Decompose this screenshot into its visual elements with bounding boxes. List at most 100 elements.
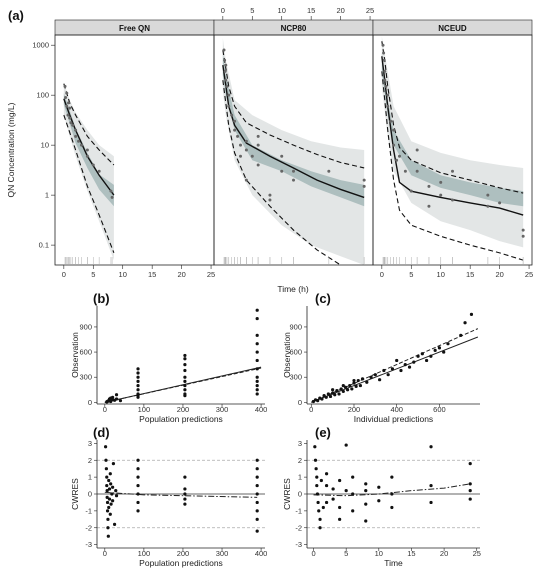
- data-point: [429, 354, 433, 358]
- observation-point: [244, 178, 248, 182]
- facet-frame: [372, 34, 533, 266]
- observation-point: [227, 93, 231, 97]
- data-point: [339, 387, 343, 391]
- observation-point: [451, 198, 454, 202]
- observation-point: [67, 101, 71, 105]
- observation-point: [362, 184, 366, 188]
- x-tick-label: 15: [307, 6, 315, 15]
- observation-point: [239, 154, 242, 158]
- data-point: [183, 502, 187, 506]
- data-point: [136, 509, 140, 513]
- y-axis-label: CWRES: [282, 478, 292, 510]
- y-tick-label: 0: [88, 490, 92, 499]
- observation-point: [68, 106, 72, 110]
- x-tick-label: 400: [390, 405, 403, 414]
- data-point: [333, 393, 337, 397]
- data-point: [365, 380, 369, 384]
- observation-point: [498, 201, 502, 205]
- x-tick-label: 0: [309, 405, 313, 414]
- data-point: [255, 388, 259, 392]
- observation-point: [71, 123, 75, 127]
- data-point: [313, 445, 317, 449]
- y-tick-label: 0: [298, 398, 302, 407]
- x-tick-label: 10: [375, 549, 383, 558]
- data-point: [337, 392, 341, 396]
- data-point: [114, 393, 119, 397]
- trend-line: [104, 367, 262, 403]
- observation-point: [268, 198, 272, 202]
- x-tick-label: 10: [119, 270, 127, 279]
- data-point: [111, 499, 115, 503]
- y-tick-label: -3: [85, 540, 92, 549]
- y-tick-label: -2: [295, 523, 302, 532]
- data-point: [403, 363, 407, 367]
- data-point: [324, 483, 329, 488]
- data-point: [315, 483, 319, 488]
- observation-point: [427, 184, 431, 188]
- median-line: [222, 64, 365, 199]
- data-point: [324, 500, 329, 505]
- data-point: [118, 399, 123, 403]
- data-point: [136, 467, 140, 471]
- x-tick-label: 0: [103, 549, 107, 558]
- data-point: [255, 467, 259, 471]
- x-axis-label: Time: [384, 558, 403, 568]
- observation-point: [389, 119, 393, 123]
- y-tick-label: 600: [79, 348, 92, 357]
- observation-point: [97, 169, 101, 173]
- data-point: [109, 502, 113, 506]
- data-point: [446, 342, 450, 346]
- observation-point: [239, 143, 242, 147]
- observation-point: [486, 204, 490, 208]
- y-tick-label: 10: [41, 141, 49, 150]
- observation-point: [384, 84, 388, 88]
- data-point: [314, 467, 318, 471]
- percentile-5-line: [222, 80, 341, 266]
- data-point: [390, 505, 394, 510]
- observation-point: [392, 143, 396, 147]
- data-point: [183, 353, 187, 358]
- smooth-trend-line: [313, 483, 471, 497]
- data-point: [255, 358, 259, 363]
- observation-point: [110, 195, 114, 199]
- y-tick-label: 300: [289, 373, 302, 382]
- data-point: [416, 354, 420, 358]
- data-point: [108, 472, 112, 476]
- data-point: [437, 346, 442, 350]
- data-point: [105, 483, 109, 488]
- data-point: [136, 483, 140, 488]
- strip-label: NCP80: [281, 24, 307, 33]
- data-point: [360, 377, 365, 381]
- data-point: [112, 398, 117, 402]
- observation-point: [65, 91, 69, 95]
- data-point: [255, 333, 259, 337]
- panel-letter-a: (a): [8, 8, 24, 23]
- data-point: [350, 387, 354, 391]
- y-tick-label: 300: [79, 373, 92, 382]
- x-tick-label: 100: [138, 549, 151, 558]
- data-point: [412, 360, 416, 364]
- data-point: [136, 458, 140, 462]
- data-point: [255, 383, 259, 388]
- data-point: [255, 529, 259, 533]
- data-point: [319, 478, 323, 483]
- observation-point: [256, 134, 260, 138]
- identity-line: [311, 336, 479, 403]
- y-tick-label: 900: [79, 322, 92, 331]
- data-point: [255, 379, 259, 383]
- percentile-95-line: [222, 49, 365, 169]
- data-point: [390, 367, 395, 371]
- observation-point: [233, 119, 237, 123]
- data-point: [373, 373, 377, 377]
- panel-letter-c: (c): [315, 291, 331, 306]
- data-point: [429, 500, 433, 505]
- smooth-trend-line: [104, 491, 258, 498]
- y-tick-label: -2: [85, 523, 92, 532]
- observation-point: [233, 128, 237, 132]
- y-tick-label: 3: [88, 439, 92, 448]
- x-tick-label: 0: [62, 270, 66, 279]
- x-tick-label: 5: [409, 270, 413, 279]
- observation-point: [292, 178, 295, 182]
- x-tick-label: 200: [177, 549, 190, 558]
- data-point: [331, 487, 335, 491]
